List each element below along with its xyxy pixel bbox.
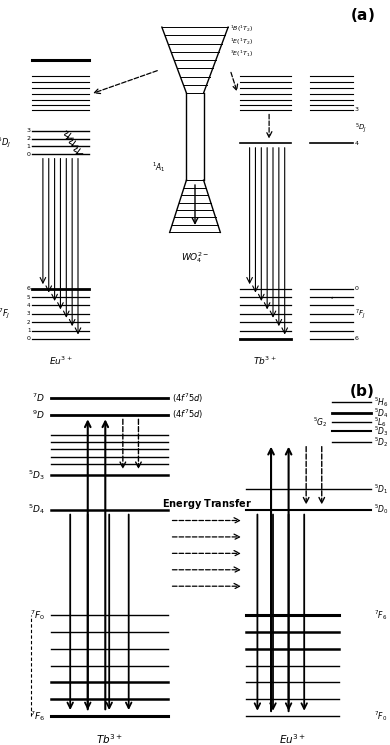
Text: $^7F_6$: $^7F_6$ <box>374 609 387 622</box>
Text: $^5G_2$: $^5G_2$ <box>313 415 328 429</box>
Text: 3: 3 <box>27 311 30 317</box>
Text: $WO_4^{2-}$: $WO_4^{2-}$ <box>181 250 209 264</box>
Text: $^7F_0$: $^7F_0$ <box>30 609 45 622</box>
Text: $Tb^{3+}$: $Tb^{3+}$ <box>96 732 123 745</box>
Text: 0: 0 <box>355 286 359 291</box>
Text: $^5D_2$: $^5D_2$ <box>374 435 388 449</box>
Text: $Eu^{3+}$: $Eu^{3+}$ <box>49 355 72 367</box>
Text: $^5D_J$: $^5D_J$ <box>355 121 367 135</box>
Text: $\bf{(a)}$: $\bf{(a)}$ <box>349 6 374 24</box>
Text: $^5D_4$: $^5D_4$ <box>374 406 388 419</box>
Text: $^1B(^1T_2)$: $^1B(^1T_2)$ <box>230 24 254 34</box>
Text: $^1E(^1T_2)$: $^1E(^1T_2)$ <box>230 37 253 47</box>
Text: $^5H_6$: $^5H_6$ <box>374 395 388 409</box>
Text: $^5D_3$: $^5D_3$ <box>374 424 388 438</box>
Text: $^5D_0$: $^5D_0$ <box>374 503 388 516</box>
Text: 4: 4 <box>27 303 30 308</box>
Text: 3: 3 <box>355 107 359 112</box>
Text: $\star$: $\star$ <box>329 294 334 300</box>
Text: 1: 1 <box>27 144 30 149</box>
Text: 0: 0 <box>27 337 30 341</box>
Text: $(4f^75d)$: $(4f^75d)$ <box>172 392 203 405</box>
Text: $Tb^{3+}$: $Tb^{3+}$ <box>254 355 277 367</box>
Text: 6: 6 <box>27 286 30 291</box>
Text: $^7F_0$: $^7F_0$ <box>374 708 387 723</box>
Text: 0: 0 <box>27 152 30 156</box>
Text: $^1A_1$: $^1A_1$ <box>152 160 166 174</box>
Text: $^5D_1$: $^5D_1$ <box>374 483 388 496</box>
Text: $^5D_J$: $^5D_J$ <box>0 136 11 150</box>
Text: $^9D$: $^9D$ <box>32 408 45 421</box>
Text: 5: 5 <box>27 294 30 299</box>
Text: $(4f^75d)$: $(4f^75d)$ <box>172 408 203 422</box>
Text: $^5L_6$: $^5L_6$ <box>374 415 387 429</box>
Text: $Eu^{3+}$: $Eu^{3+}$ <box>279 732 306 745</box>
Text: $\bf{Energy\ Transfer}$: $\bf{Energy\ Transfer}$ <box>162 498 252 511</box>
Text: $^7F_6$: $^7F_6$ <box>30 708 45 723</box>
Text: $^7F_J$: $^7F_J$ <box>355 307 365 320</box>
Text: $^7D$: $^7D$ <box>32 392 45 405</box>
Text: 3: 3 <box>27 128 30 133</box>
Text: $\bf{(b)}$: $\bf{(b)}$ <box>349 381 374 400</box>
Text: $^5D_4$: $^5D_4$ <box>28 503 45 516</box>
Text: 2: 2 <box>27 320 30 325</box>
Text: 6: 6 <box>355 337 359 341</box>
Text: 1: 1 <box>27 328 30 333</box>
Text: 2: 2 <box>27 136 30 142</box>
Text: $^3E(^1T_1)$: $^3E(^1T_1)$ <box>230 49 253 60</box>
Text: $^7F_J$: $^7F_J$ <box>0 306 11 321</box>
Text: 4: 4 <box>355 141 359 146</box>
Text: $^5D_3$: $^5D_3$ <box>28 468 45 482</box>
